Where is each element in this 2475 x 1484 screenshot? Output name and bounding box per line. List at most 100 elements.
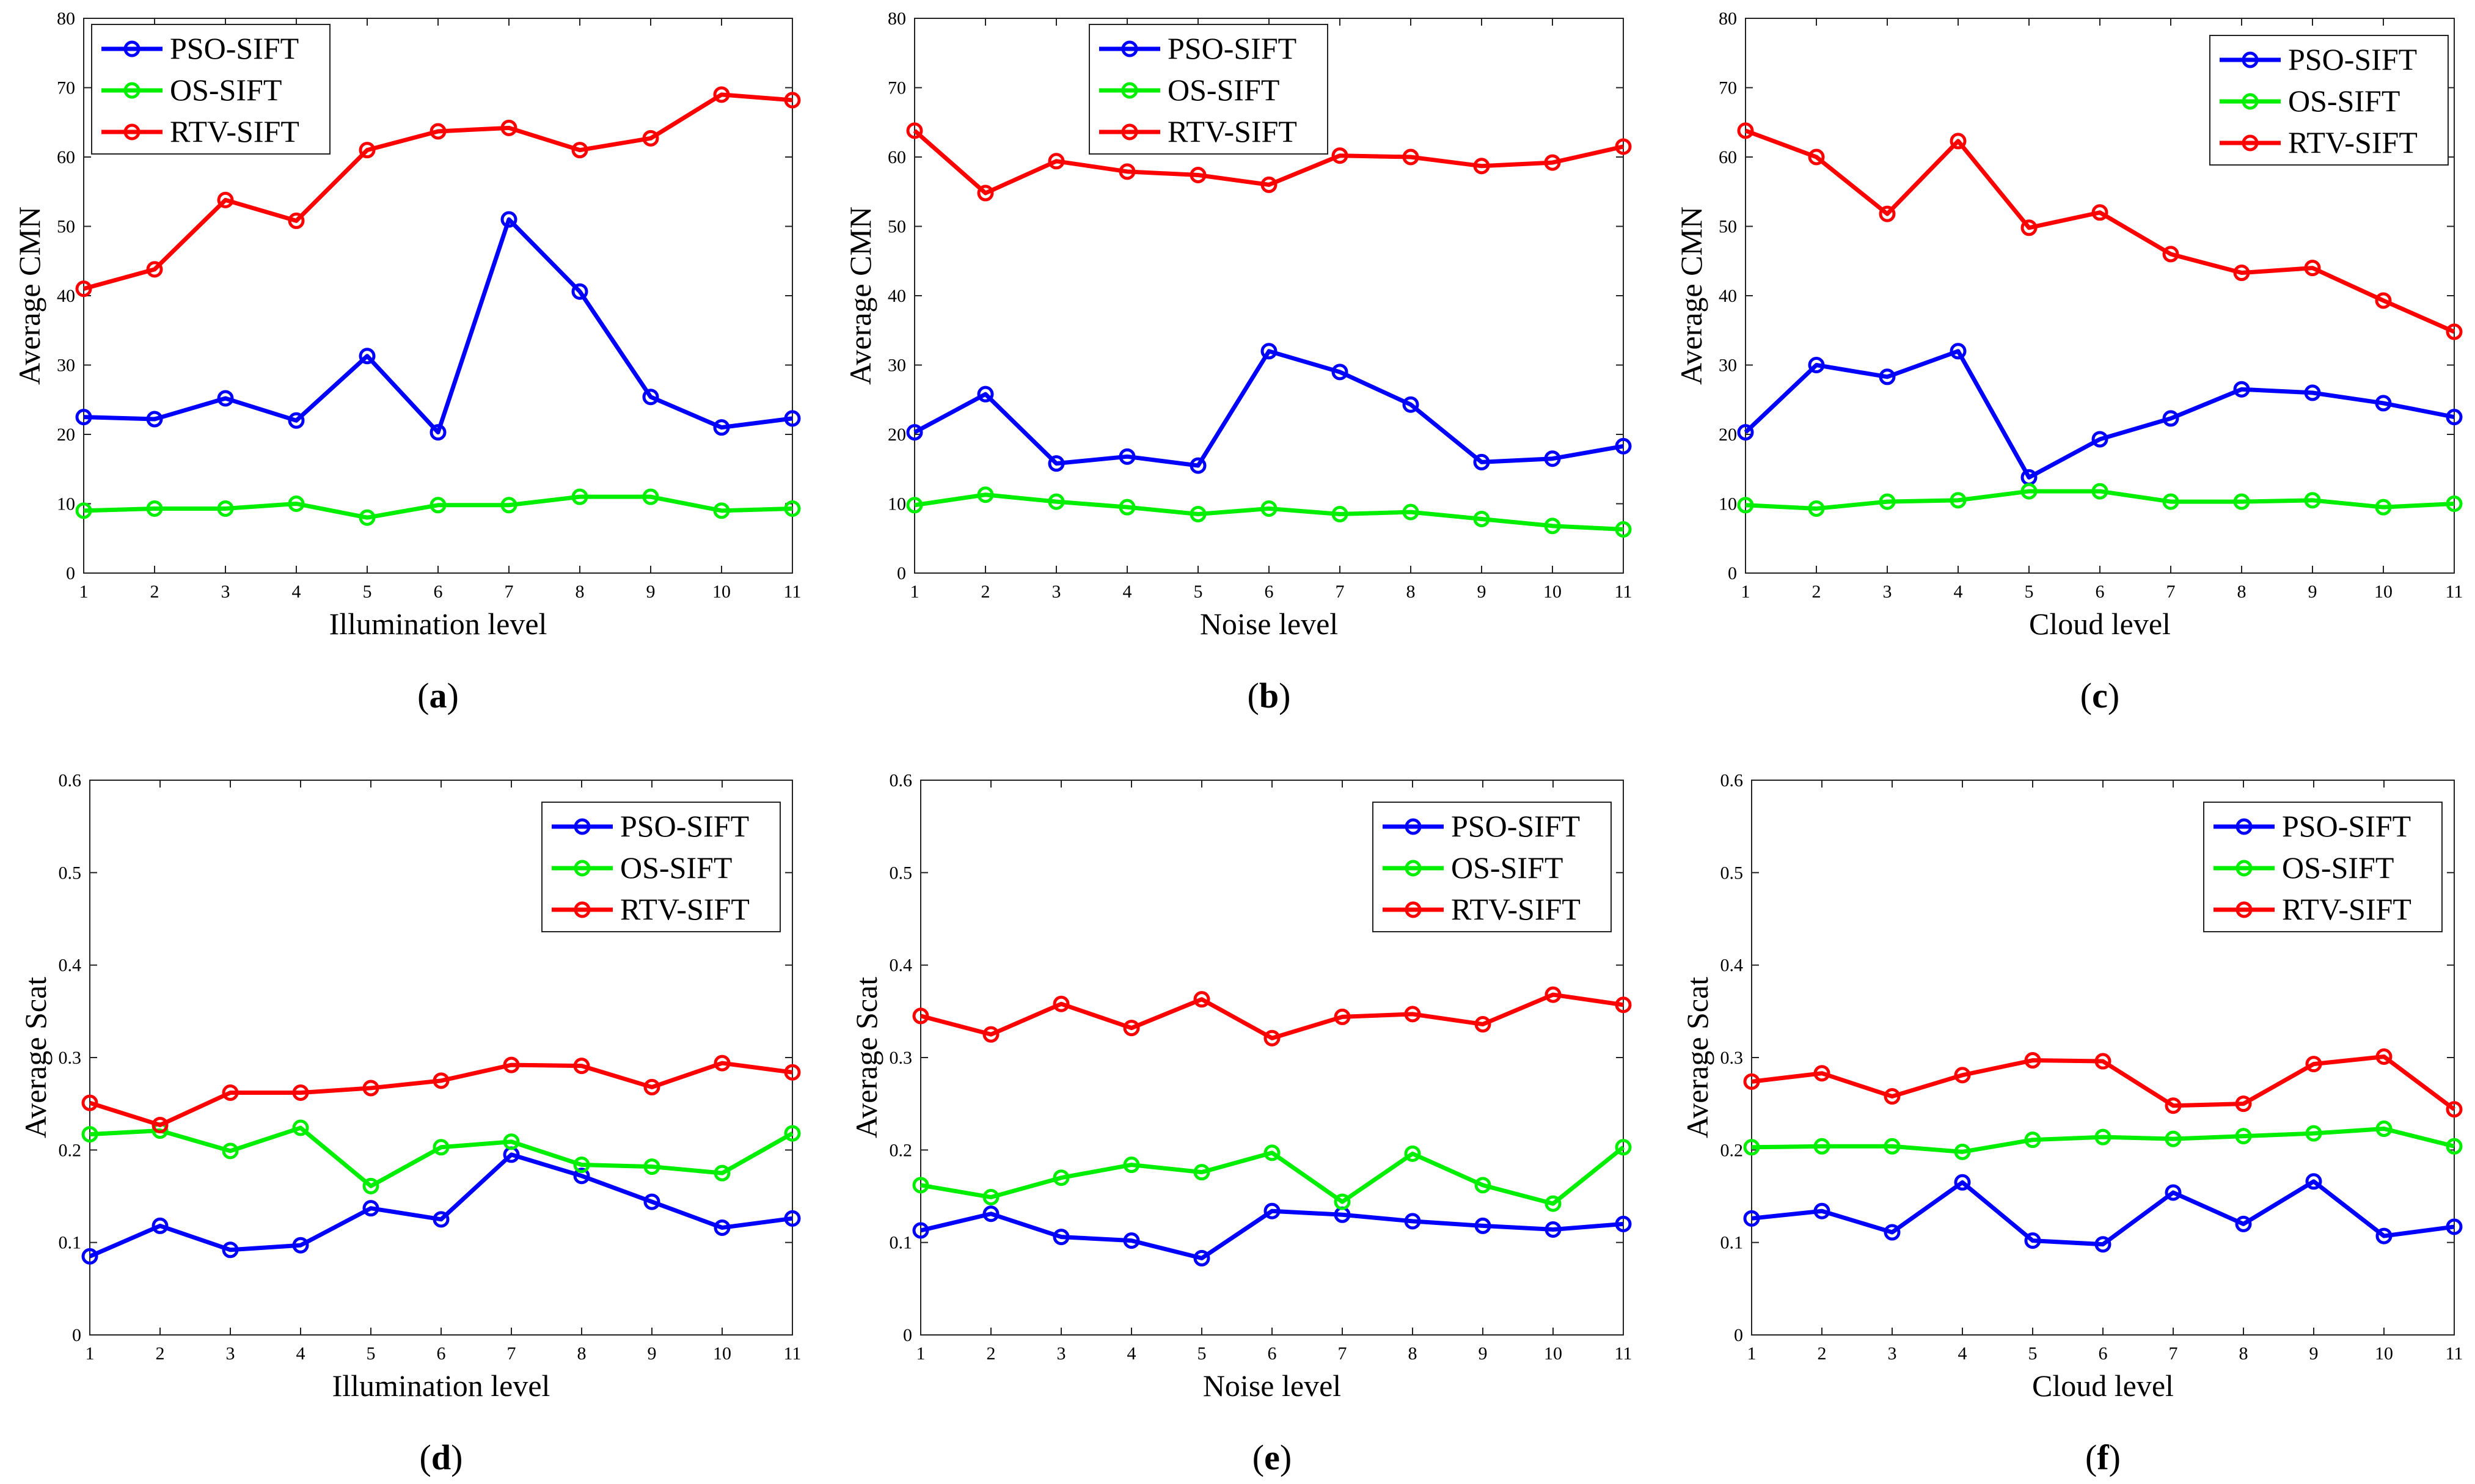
data-point-rtv-sift — [982, 1026, 1000, 1043]
data-point-rtv-sift — [1473, 158, 1490, 175]
data-point-os-sift — [2165, 1130, 2182, 1147]
data-point-os-sift — [2162, 493, 2179, 510]
data-point-os-sift — [1119, 499, 1136, 516]
x-tick-label: 6 — [437, 1343, 446, 1364]
data-point-pso-sift — [1263, 1202, 1281, 1219]
data-point-pso-sift — [1954, 1174, 1971, 1191]
data-point-os-sift — [784, 500, 801, 517]
legend-label: OS-SIFT — [620, 850, 732, 885]
data-point-os-sift — [2020, 483, 2038, 500]
legend-marker-pso-sift — [1405, 818, 1422, 835]
legend-marker-rtv-sift — [123, 123, 141, 141]
panel-caption-letter: b — [1259, 676, 1279, 715]
data-point-rtv-sift — [288, 212, 305, 229]
data-point-rtv-sift — [714, 1055, 731, 1072]
panel-caption: (c) — [2080, 676, 2119, 715]
data-point-pso-sift — [1743, 1210, 1760, 1227]
x-tick-label: 11 — [2446, 1343, 2463, 1364]
data-point-pso-sift — [1737, 424, 1754, 441]
data-point-os-sift — [2235, 1128, 2252, 1145]
x-tick-label: 2 — [1812, 582, 1821, 602]
legend: PSO-SIFT OS-SIFT RTV-SIFT — [2203, 802, 2443, 932]
series-line-pso-sift — [913, 349, 1624, 468]
legend-marker-os-sift — [1121, 82, 1138, 99]
x-tick-label: 10 — [1544, 1343, 1562, 1364]
data-point-pso-sift — [2304, 384, 2321, 401]
y-tick-label: 60 — [888, 147, 906, 167]
legend-marker-pso-sift — [574, 818, 591, 835]
x-tick-label: 9 — [2308, 582, 2317, 602]
legend-marker-pso-sift — [1121, 40, 1138, 57]
data-point-os-sift — [1123, 1157, 1140, 1174]
series-line-os-sift — [1745, 489, 2455, 511]
data-point-rtv-sift — [1808, 148, 1825, 166]
series-line-os-sift — [89, 1125, 794, 1188]
y-axis-label: Average Scat — [849, 977, 883, 1138]
x-tick-label: 3 — [1057, 1343, 1066, 1364]
data-point-rtv-sift — [2235, 1095, 2252, 1113]
data-point-rtv-sift — [977, 185, 994, 202]
panel-caption-letter: a — [430, 676, 447, 715]
data-point-os-sift — [1737, 497, 1754, 514]
y-tick-label: 0 — [903, 1325, 912, 1345]
data-point-rtv-sift — [2024, 1052, 2041, 1069]
series-line-rtv-sift — [920, 992, 1624, 1040]
y-tick-label: 30 — [888, 356, 906, 376]
data-point-os-sift — [2304, 492, 2321, 509]
data-point-pso-sift — [2446, 1218, 2463, 1235]
x-tick-label: 10 — [1543, 582, 1562, 602]
series-line-os-sift — [914, 492, 1624, 532]
data-point-rtv-sift — [2020, 219, 2038, 236]
data-point-pso-sift — [1260, 343, 1278, 360]
data-point-os-sift — [906, 497, 923, 514]
data-point-os-sift — [1743, 1139, 1760, 1156]
data-point-pso-sift — [1402, 396, 1419, 413]
data-point-rtv-sift — [1879, 205, 1896, 222]
data-point-pso-sift — [146, 411, 163, 428]
data-point-os-sift — [1544, 517, 1561, 535]
y-tick-label: 70 — [57, 78, 75, 98]
data-point-os-sift — [1334, 1193, 1351, 1210]
x-tick-label: 5 — [367, 1343, 376, 1364]
y-tick-label: 0.4 — [890, 956, 913, 976]
data-point-pso-sift — [433, 1211, 450, 1228]
data-point-pso-sift — [784, 1210, 801, 1227]
x-tick-label: 7 — [505, 582, 514, 602]
x-tick-label: 5 — [1197, 1343, 1207, 1364]
legend: PSO-SIFT OS-SIFT RTV-SIFT — [1089, 24, 1328, 155]
data-point-rtv-sift — [430, 123, 447, 140]
data-point-os-sift — [977, 486, 994, 503]
data-point-os-sift — [1053, 1169, 1070, 1186]
x-tick-label: 1 — [79, 582, 89, 602]
y-axis-label: Average Scat — [18, 977, 53, 1138]
x-tick-label: 11 — [784, 1343, 802, 1364]
data-point-rtv-sift — [642, 130, 659, 147]
data-point-pso-sift — [1190, 457, 1207, 474]
x-tick-label: 10 — [2374, 582, 2393, 602]
data-point-os-sift — [1048, 493, 1065, 510]
data-point-os-sift — [642, 488, 659, 505]
data-point-rtv-sift — [1737, 122, 1754, 139]
y-tick-label: 0.1 — [890, 1233, 913, 1253]
data-point-rtv-sift — [784, 92, 801, 109]
legend: PSO-SIFT OS-SIFT RTV-SIFT — [91, 24, 331, 155]
x-tick-label: 3 — [1883, 582, 1892, 602]
data-point-rtv-sift — [1474, 1016, 1491, 1033]
y-tick-label: 0.2 — [1720, 1140, 1744, 1160]
x-tick-label: 7 — [1338, 1343, 1347, 1364]
data-point-rtv-sift — [1119, 163, 1136, 180]
y-tick-label: 70 — [1719, 78, 1737, 98]
legend-label: PSO-SIFT — [170, 31, 299, 65]
data-point-pso-sift — [1473, 453, 1490, 470]
y-tick-label: 10 — [1719, 494, 1737, 514]
panel-caption-letter: f — [2097, 1438, 2109, 1477]
data-point-rtv-sift — [1193, 991, 1210, 1008]
x-tick-label: 10 — [713, 1343, 731, 1364]
y-tick-label: 50 — [1719, 217, 1737, 237]
panel-caption: (e) — [1252, 1438, 1292, 1477]
x-tick-label: 3 — [221, 582, 230, 602]
y-axis-label: Average Scat — [1680, 977, 1714, 1138]
y-tick-label: 20 — [888, 425, 906, 445]
y-tick-label: 0 — [897, 563, 906, 583]
series-line-rtv-sift — [83, 92, 793, 291]
